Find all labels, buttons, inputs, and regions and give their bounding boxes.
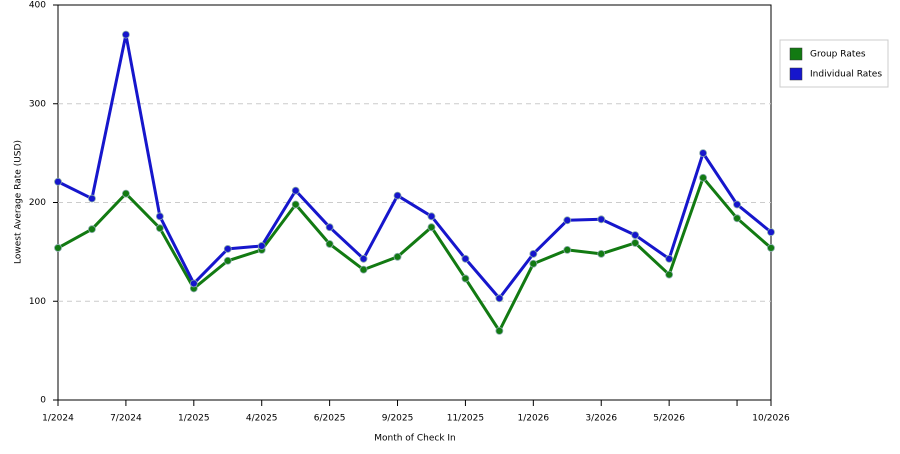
data-point xyxy=(427,223,436,232)
x-tick-label: 11/2025 xyxy=(447,414,484,424)
data-point xyxy=(563,245,572,254)
x-tick-label: 10/2026 xyxy=(752,414,790,424)
y-tick-label: 400 xyxy=(29,1,46,11)
legend-swatch xyxy=(789,47,803,61)
data-point xyxy=(597,249,606,258)
data-point xyxy=(88,225,96,234)
data-point xyxy=(733,214,741,223)
data-point xyxy=(291,186,300,195)
y-tick-label: 0 xyxy=(40,396,46,406)
data-point xyxy=(393,191,402,200)
data-point xyxy=(495,294,504,303)
x-tick-label: 1/2024 xyxy=(42,414,74,424)
y-tick-label: 200 xyxy=(29,198,46,208)
data-point xyxy=(699,149,707,158)
data-point xyxy=(733,200,741,209)
x-tick-label: 4/2025 xyxy=(246,414,278,424)
data-point xyxy=(122,30,130,39)
legend-swatch xyxy=(789,67,803,81)
x-tick-label: 6/2025 xyxy=(314,414,346,424)
x-tick-label: 5/2026 xyxy=(653,414,685,424)
x-axis-label: Month of Check In xyxy=(374,434,456,444)
data-point xyxy=(291,200,300,209)
data-point xyxy=(665,270,674,279)
series-line xyxy=(57,33,772,300)
legend-label: Individual Rates xyxy=(810,70,882,80)
x-tick-label: 1/2026 xyxy=(517,414,549,424)
data-point xyxy=(122,189,130,198)
data-point xyxy=(325,240,334,248)
x-tick-label: 3/2026 xyxy=(585,414,617,424)
data-point xyxy=(461,254,470,263)
data-point xyxy=(155,212,164,221)
data-point xyxy=(699,173,707,182)
data-point xyxy=(155,224,164,233)
data-point xyxy=(257,242,266,250)
data-point xyxy=(631,231,640,239)
data-point xyxy=(54,177,62,186)
series-line xyxy=(57,176,772,333)
data-point xyxy=(189,279,198,288)
x-tick-label: 9/2025 xyxy=(382,414,414,424)
data-point xyxy=(529,259,538,268)
data-point xyxy=(563,216,572,225)
data-point xyxy=(427,212,436,221)
y-tick-label: 300 xyxy=(29,99,46,109)
data-point xyxy=(495,326,504,335)
data-point xyxy=(665,254,674,263)
data-point xyxy=(54,244,62,252)
data-point xyxy=(223,256,232,265)
y-axis-label: Lowest Average Rate (USD) xyxy=(14,140,24,264)
data-point xyxy=(631,239,640,247)
y-tick-label: 100 xyxy=(29,297,46,307)
x-tick-label: 7/2024 xyxy=(110,414,142,424)
x-tick-label: 1/2025 xyxy=(178,414,210,424)
data-point xyxy=(325,223,334,232)
data-point xyxy=(767,244,775,252)
data-point xyxy=(597,215,606,224)
data-point xyxy=(359,265,368,274)
data-point xyxy=(767,228,775,237)
data-point xyxy=(88,194,96,203)
data-point xyxy=(359,254,368,263)
data-point xyxy=(529,249,538,258)
legend-label: Group Rates xyxy=(810,50,866,60)
data-point xyxy=(461,274,470,283)
data-point xyxy=(223,245,232,253)
data-point xyxy=(393,252,402,261)
